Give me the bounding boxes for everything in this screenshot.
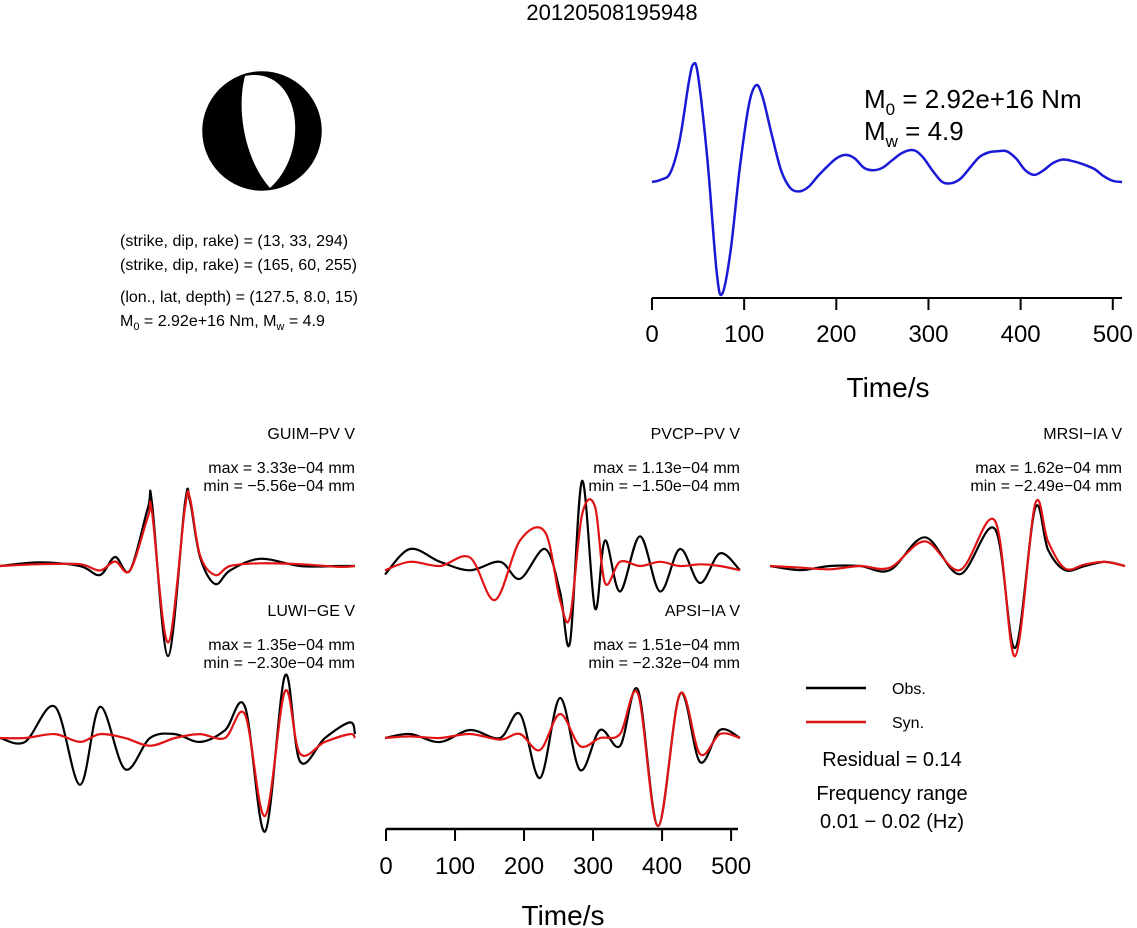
stf-x-tick-label: 500 (1093, 321, 1133, 348)
max-amplitude-label: max = 1.62e−04 mm (975, 460, 1122, 477)
mechanism-line-1: (strike, dip, rake) = (13, 33, 294) (120, 233, 348, 250)
legend: Obs. Syn. (806, 681, 926, 732)
legend-obs-label: Obs. (892, 681, 926, 698)
waveform-x-tick-label: 500 (711, 853, 751, 880)
mechanism-line-3: (lon., lat, depth) = (127.5, 8.0, 15) (120, 289, 358, 306)
figure-title: 20120508195948 (526, 0, 697, 25)
stf-x-axis-label: Time/s (847, 372, 930, 403)
stf-x-tick-label: 400 (1001, 321, 1041, 348)
stf-x-tick-label: 200 (816, 321, 856, 348)
observed-trace (384, 687, 741, 828)
min-amplitude-label: min = −2.30e−04 mm (203, 655, 355, 672)
waveform-x-tick-label: 200 (504, 853, 544, 880)
stf-plot: 0 100 200 300 400 500 (645, 61, 1133, 348)
frequency-range-value: 0.01 − 0.02 (Hz) (820, 811, 964, 833)
min-amplitude-label: min = −2.49e−04 mm (970, 478, 1122, 495)
waveform-x-axis-label: Time/s (522, 900, 605, 928)
station-label: LUWI−GE V (267, 603, 355, 620)
max-amplitude-label: max = 1.51e−04 mm (593, 637, 740, 654)
stf-curve (651, 61, 1123, 297)
synthetic-trace (0, 489, 356, 644)
stf-moment-label: M0 = 2.92e+16 Nm (864, 84, 1082, 119)
legend-syn-label: Syn. (892, 715, 924, 732)
station-label: MRSI−IA V (1043, 426, 1122, 443)
max-amplitude-label: max = 1.35e−04 mm (208, 637, 355, 654)
station-label: APSI−IA V (665, 603, 740, 620)
mechanism-moment: M0 = 2.92e+16 Nm, Mw = 4.9 (120, 313, 325, 333)
mechanism-line-2: (strike, dip, rake) = (165, 60, 255) (120, 257, 357, 274)
frequency-range-label: Frequency range (816, 783, 967, 805)
stf-x-tick-label: 100 (724, 321, 764, 348)
waveform-x-tick-label: 400 (642, 853, 682, 880)
waveform-x-tick-label: 300 (573, 853, 613, 880)
min-amplitude-label: min = −1.50e−04 mm (588, 478, 740, 495)
synthetic-trace (384, 690, 741, 828)
stf-magnitude-label: Mw = 4.9 (864, 116, 964, 151)
beachball (202, 71, 322, 191)
observed-trace (769, 504, 1126, 650)
min-amplitude-label: min = −2.32e−04 mm (588, 655, 740, 672)
synthetic-trace (384, 498, 741, 624)
observed-trace (0, 673, 357, 833)
station-label: PVCP−PV V (651, 426, 741, 443)
min-amplitude-label: min = −5.56e−04 mm (203, 478, 355, 495)
waveform-x-tick-label: 0 (379, 853, 392, 880)
max-amplitude-label: max = 3.33e−04 mm (208, 460, 355, 477)
max-amplitude-label: max = 1.13e−04 mm (593, 460, 740, 477)
station-label: GUIM−PV V (267, 426, 355, 443)
stf-x-tick-label: 300 (908, 321, 948, 348)
observed-trace (0, 487, 355, 658)
residual-text: Residual = 0.14 (822, 749, 962, 771)
waveform-time-axis: 0 100 200 300 400 500 (379, 827, 751, 880)
observed-trace (384, 479, 741, 648)
synthetic-trace (769, 499, 1126, 658)
stf-x-tick-label: 0 (645, 321, 658, 348)
synthetic-trace (0, 689, 356, 818)
waveform-x-tick-label: 100 (435, 853, 475, 880)
